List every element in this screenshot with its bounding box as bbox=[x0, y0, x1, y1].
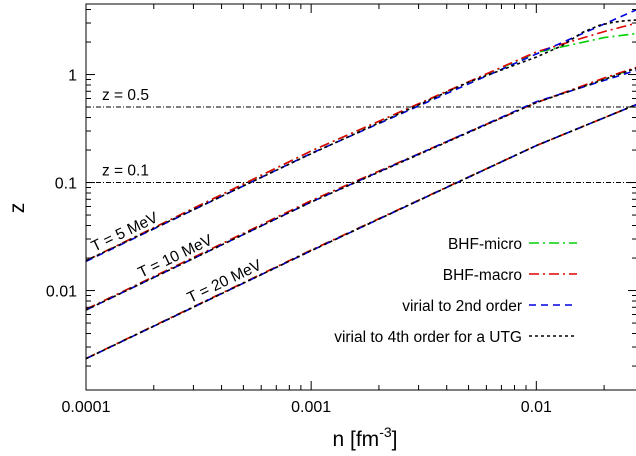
x-axis-title: n [fm-3] bbox=[333, 424, 398, 451]
legend-label: BHF-macro bbox=[443, 267, 522, 284]
series-line bbox=[86, 66, 636, 311]
series-2 bbox=[86, 9, 636, 360]
x-axis-title-sup: -3 bbox=[379, 424, 392, 440]
series-line bbox=[86, 103, 636, 360]
curve-label: T = 20 MeV bbox=[185, 256, 265, 306]
series-line bbox=[86, 67, 636, 311]
series-line bbox=[86, 9, 636, 263]
series-line bbox=[86, 22, 636, 262]
series-0 bbox=[86, 32, 636, 360]
legend-label: virial to 2nd order bbox=[402, 298, 522, 315]
x-tick-label: 0.01 bbox=[521, 399, 552, 416]
curve-label: T = 5 MeV bbox=[89, 209, 162, 256]
x-axis-title-main: n [fm bbox=[333, 428, 380, 451]
series-3 bbox=[86, 19, 636, 360]
reference-line-label: z = 0.1 bbox=[102, 163, 149, 180]
x-tick-label: 0.0001 bbox=[62, 399, 111, 416]
y-tick-label: 0.01 bbox=[46, 284, 77, 301]
x-tick-label: 0.001 bbox=[291, 399, 331, 416]
series-line bbox=[86, 103, 636, 360]
y-axis-title: z bbox=[6, 203, 29, 214]
curve-label: T = 10 MeV bbox=[135, 231, 215, 281]
series-line bbox=[86, 103, 636, 360]
plot-frame bbox=[85, 3, 636, 391]
y-tick-label: 1 bbox=[68, 68, 77, 85]
reference-line-label: z = 0.5 bbox=[102, 87, 149, 104]
series-line bbox=[86, 19, 636, 262]
x-axis-title-end: ] bbox=[392, 428, 398, 451]
y-tick-label: 0.1 bbox=[55, 176, 77, 193]
series-line bbox=[86, 103, 636, 360]
legend-label: virial to 4th order for a UTG bbox=[334, 329, 522, 346]
legend-label: BHF-micro bbox=[448, 236, 522, 253]
series-1 bbox=[86, 22, 636, 360]
